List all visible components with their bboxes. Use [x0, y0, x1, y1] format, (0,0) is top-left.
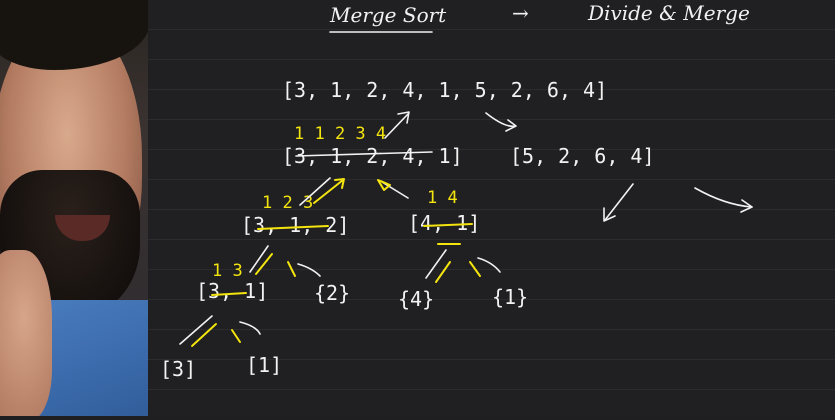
title-arrow: → [512, 1, 529, 25]
arrow-split-l2 [381, 181, 409, 199]
l1aa-array: [3] [160, 357, 196, 381]
right-split-left-head [603, 207, 616, 222]
left-strike [295, 151, 433, 157]
right-split-right-head [740, 199, 753, 213]
l1-array: [3, 1, 2] [241, 213, 349, 237]
subtitle-text: Divide & Merge [587, 1, 750, 25]
split-arrow-right [485, 112, 516, 128]
right-split-left [604, 183, 634, 221]
presenter-hand [0, 250, 52, 416]
l1a-sorted: 1 3 [212, 261, 243, 281]
split-arrow-right-head [505, 119, 517, 132]
arrow-split-l2b [477, 257, 501, 273]
merge-arrow-root [384, 113, 409, 139]
l2-sorted: 1 4 [427, 188, 458, 208]
l1b-array: {2} [314, 281, 350, 305]
title-text: Merge Sort [329, 3, 447, 27]
l1-sorted: 1 2 3 [262, 193, 313, 213]
arrow-merge-l1b [287, 261, 296, 277]
l2a-array: {4} [398, 287, 434, 311]
right-split-right [694, 187, 753, 208]
right-array: [5, 2, 6, 4] [510, 144, 655, 168]
arrow-split-l1ab [239, 321, 261, 335]
l2-strike [423, 223, 473, 227]
arrow-split-l1 [299, 177, 331, 206]
arrow-merge-l1aa [191, 323, 217, 347]
l2-array: [4, 1] [408, 211, 480, 235]
arrow-merge-l2b [469, 261, 481, 277]
l1a-strike [211, 292, 247, 296]
arrow-merge-l2-head [377, 179, 391, 191]
presenter-hair [0, 0, 148, 70]
l1-strike [257, 225, 329, 230]
arrow-split-l2a [425, 249, 447, 279]
arrow-merge-l1-head [334, 178, 345, 189]
root-array: [3, 1, 2, 4, 1, 5, 2, 6, 4] [282, 78, 607, 102]
arrow-split-l1aa [179, 315, 213, 345]
arrow-merge-l2a [435, 261, 451, 283]
arrow-merge-l1ab [231, 329, 241, 343]
arrow-split-l1b [297, 263, 321, 277]
left-sorted: 1 1 2 3 4 [294, 124, 386, 144]
arrow-merge-l1a [255, 253, 273, 275]
l2b-array: {1} [492, 285, 528, 309]
arrow-split-l1a [249, 245, 269, 273]
l1ab-array: [1] [246, 353, 282, 377]
arrow-merge-l1 [313, 179, 344, 204]
l1a-array: [3, 1] [196, 279, 268, 303]
presenter-webcam [0, 0, 148, 416]
merge-arrow-root-head [397, 111, 410, 124]
